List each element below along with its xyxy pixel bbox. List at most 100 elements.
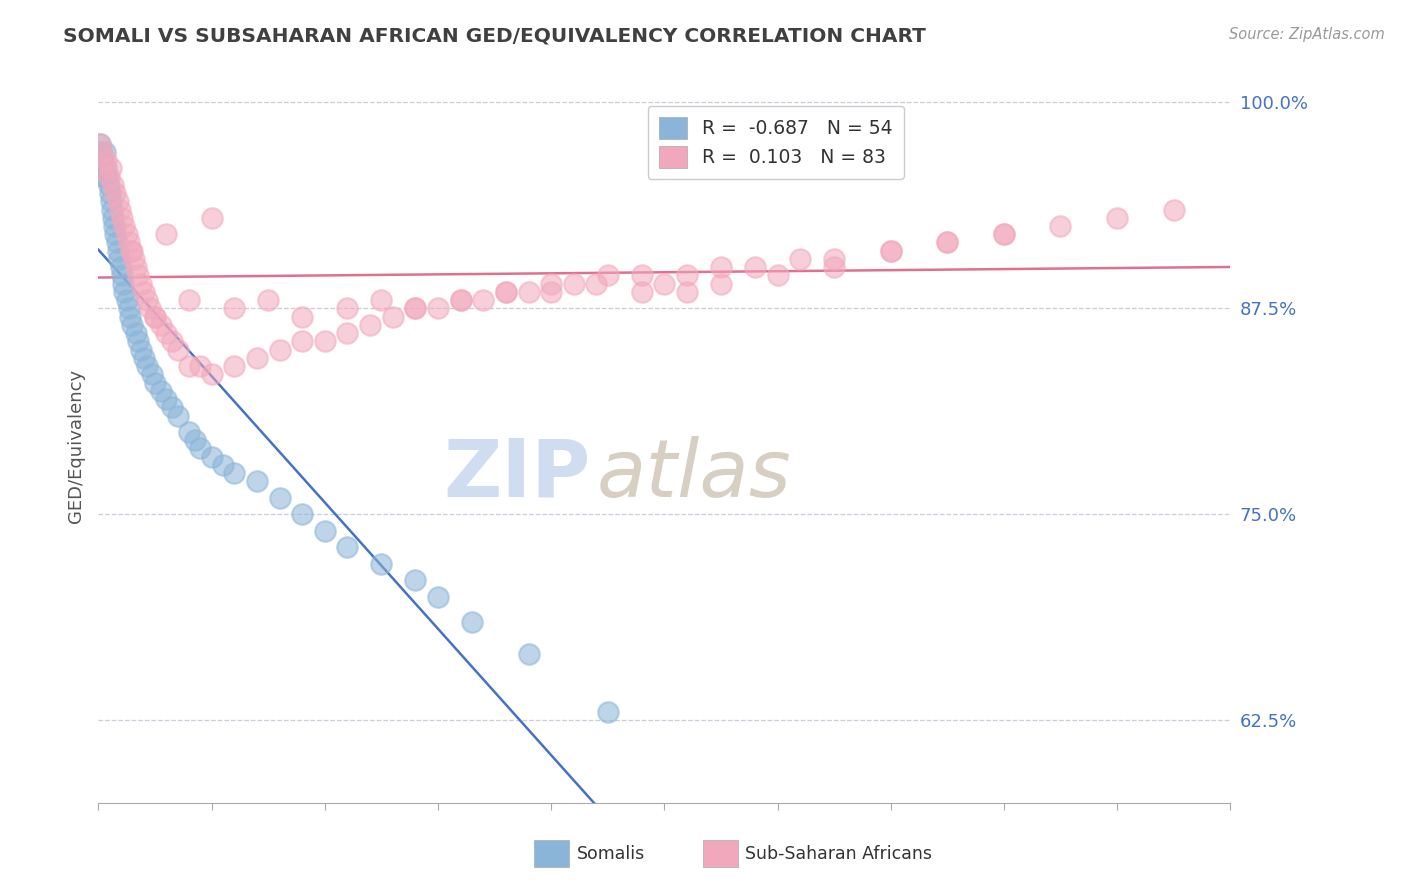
Point xyxy=(269,491,291,505)
Point xyxy=(110,260,132,275)
Point xyxy=(1107,211,1129,225)
Point xyxy=(936,235,959,250)
Point xyxy=(630,268,652,283)
Point xyxy=(370,293,392,307)
Point xyxy=(710,277,733,291)
Point xyxy=(676,268,699,283)
Point xyxy=(461,615,484,629)
Point xyxy=(131,277,153,291)
Point xyxy=(596,268,619,283)
Point xyxy=(111,268,134,283)
Point xyxy=(404,574,426,588)
Point xyxy=(155,326,177,340)
Point xyxy=(291,334,314,349)
Point xyxy=(149,318,172,332)
Point xyxy=(710,260,733,275)
Point xyxy=(111,211,134,225)
Point xyxy=(495,285,517,299)
Point xyxy=(201,368,224,382)
Point xyxy=(823,260,845,275)
Point xyxy=(517,648,540,662)
Point xyxy=(160,401,183,415)
Point xyxy=(118,301,141,316)
Point xyxy=(139,301,162,316)
Point xyxy=(269,343,291,357)
Y-axis label: GED/Equivalency: GED/Equivalency xyxy=(66,369,84,523)
Point xyxy=(96,169,118,184)
Point xyxy=(517,285,540,299)
Point xyxy=(495,285,517,299)
Point xyxy=(540,285,562,299)
Point xyxy=(105,235,128,250)
Point xyxy=(246,475,269,489)
Point xyxy=(823,252,845,266)
Point xyxy=(100,194,122,209)
Point xyxy=(122,252,145,266)
Point xyxy=(336,541,359,555)
Point xyxy=(98,186,121,200)
Point xyxy=(107,244,129,258)
Point xyxy=(90,145,112,159)
Point xyxy=(359,318,381,332)
Point xyxy=(291,310,314,324)
Point xyxy=(789,252,811,266)
Point xyxy=(97,178,120,192)
Point xyxy=(177,293,200,307)
Point xyxy=(166,409,188,423)
Point xyxy=(880,244,903,258)
Point xyxy=(1163,202,1185,217)
Point xyxy=(183,434,205,448)
Point xyxy=(993,227,1015,242)
Point xyxy=(143,310,166,324)
Point xyxy=(188,442,211,456)
Point xyxy=(101,178,124,192)
Point xyxy=(585,277,607,291)
Point xyxy=(118,235,141,250)
Point xyxy=(540,277,562,291)
Point xyxy=(166,343,188,357)
Point xyxy=(136,293,159,307)
Point xyxy=(90,145,112,159)
Point xyxy=(101,202,124,217)
Point xyxy=(103,219,125,233)
Point xyxy=(93,161,115,176)
Point xyxy=(89,136,111,151)
Point xyxy=(450,293,472,307)
Text: Somalis: Somalis xyxy=(576,845,645,863)
Point xyxy=(149,384,172,398)
Point xyxy=(427,590,450,604)
Point xyxy=(115,293,138,307)
Point xyxy=(630,285,652,299)
Point xyxy=(766,268,789,283)
Text: SOMALI VS SUBSAHARAN AFRICAN GED/EQUIVALENCY CORRELATION CHART: SOMALI VS SUBSAHARAN AFRICAN GED/EQUIVAL… xyxy=(63,27,927,45)
Text: Source: ZipAtlas.com: Source: ZipAtlas.com xyxy=(1229,27,1385,42)
Point xyxy=(676,285,699,299)
Point xyxy=(314,524,336,538)
Point xyxy=(96,161,118,176)
Point xyxy=(201,211,224,225)
Point xyxy=(427,301,450,316)
Point xyxy=(125,260,148,275)
Point xyxy=(880,244,903,258)
Point xyxy=(132,351,155,365)
Point xyxy=(336,326,359,340)
Point xyxy=(141,368,163,382)
Point xyxy=(114,219,136,233)
Point xyxy=(90,153,112,167)
Point xyxy=(115,227,138,242)
Point xyxy=(96,153,118,167)
Point xyxy=(131,343,153,357)
Point xyxy=(188,359,211,373)
Point xyxy=(936,235,959,250)
Point xyxy=(136,359,159,373)
Point xyxy=(596,705,619,719)
Point xyxy=(336,301,359,316)
Point xyxy=(314,334,336,349)
Point xyxy=(93,169,115,184)
Point xyxy=(127,334,149,349)
Legend: R =  -0.687   N = 54, R =  0.103   N = 83: R = -0.687 N = 54, R = 0.103 N = 83 xyxy=(648,106,904,179)
Point xyxy=(370,557,392,571)
Point xyxy=(127,268,149,283)
Point xyxy=(177,425,200,439)
Point xyxy=(104,186,127,200)
